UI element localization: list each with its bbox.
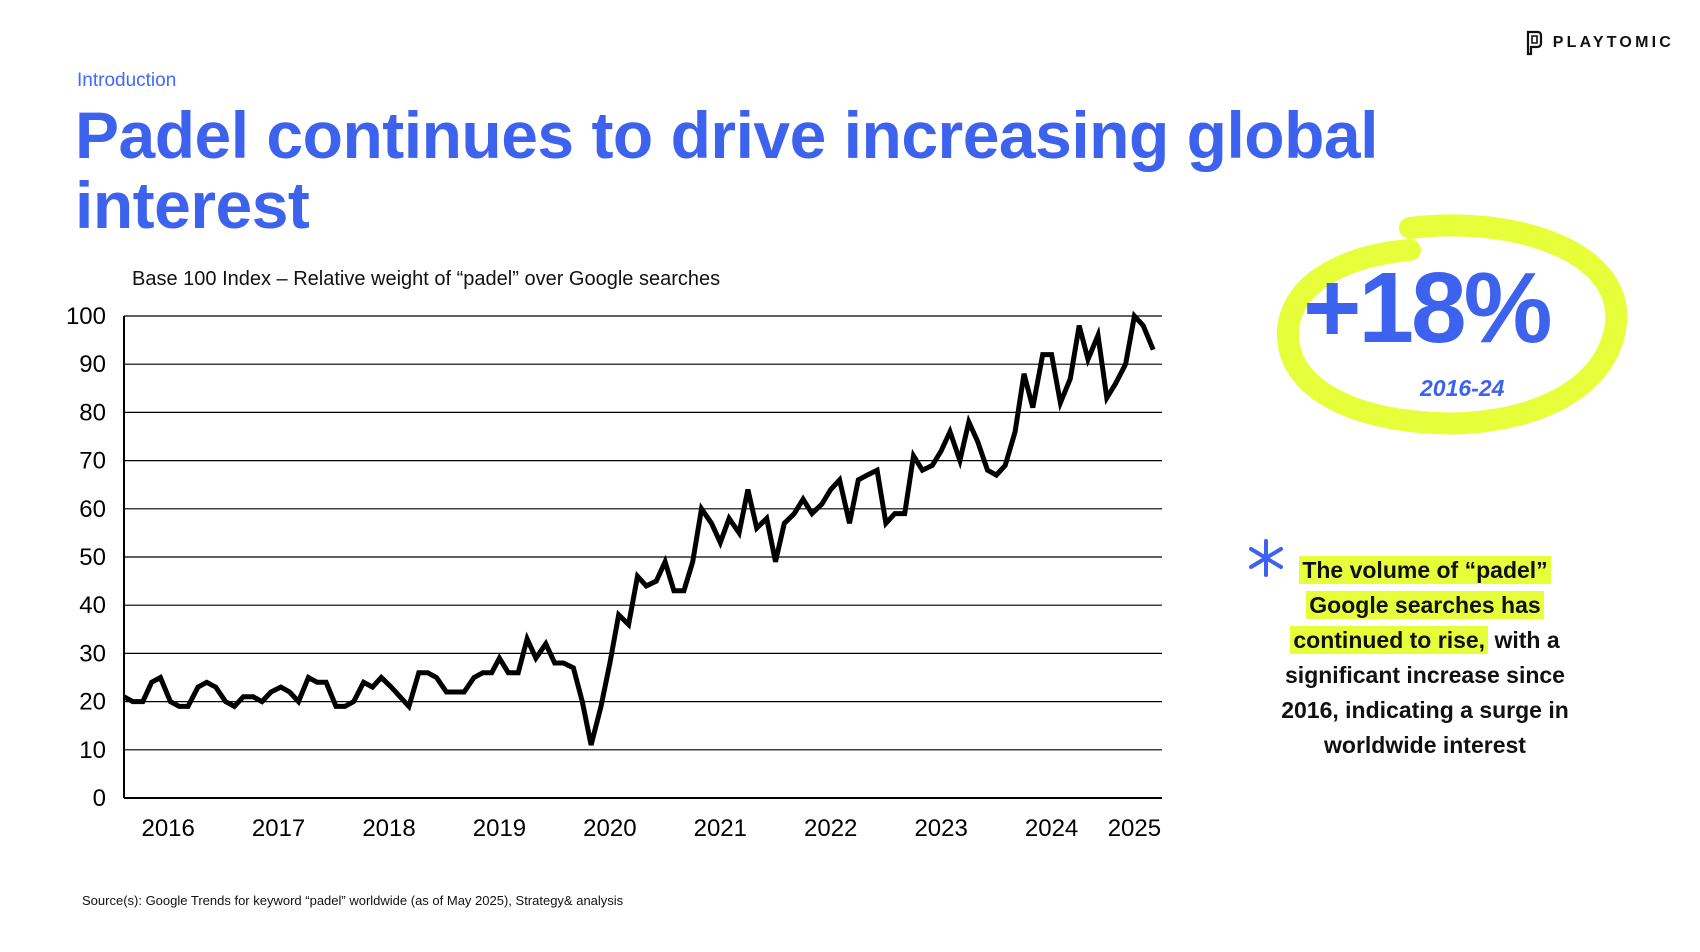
playtomic-logo-icon (1526, 30, 1542, 56)
x-tick-label: 2025 (1108, 815, 1161, 842)
section-label: Introduction (77, 70, 177, 91)
note-text-1: with a (1494, 627, 1560, 653)
y-tick-label: 60 (79, 496, 106, 523)
insight-note: The volume of “padel” Google searches ha… (1240, 553, 1610, 763)
brand-logo: PLAYTOMIC (1525, 30, 1674, 56)
y-tick-label: 80 (79, 399, 106, 426)
line-chart: 0 10 20 30 40 50 60 70 80 90 100 2016 2017 2018 2019 20… (66, 303, 1162, 842)
y-tick-label: 30 (79, 640, 106, 667)
y-tick-label: 0 (93, 785, 106, 812)
series-line (122, 310, 1156, 746)
stat-value: +18% (1303, 252, 1553, 364)
chart-title: Base 100 Index – Relative weight of “pad… (132, 268, 721, 290)
x-tick-label: 2021 (694, 815, 747, 842)
highlight-circle (1276, 214, 1628, 435)
page-title: Padel continues to drive increasing glob… (75, 98, 1378, 242)
growth-stat: +18% 2016-24 (1270, 210, 1630, 450)
x-tick-label: 2023 (914, 815, 967, 842)
x-tick-label: 2016 (141, 815, 194, 842)
x-tick-label: 2019 (473, 815, 526, 842)
note-highlight-2: Google searches has (1306, 591, 1544, 619)
y-tick-label: 20 (79, 689, 106, 716)
x-tick-label: 2024 (1025, 815, 1078, 842)
y-tick-label: 50 (79, 544, 106, 571)
x-tick-label: 2018 (362, 815, 415, 842)
note-highlight-1: The volume of “padel” (1299, 556, 1551, 584)
y-tick-label: 90 (79, 351, 106, 378)
note-text-3: 2016, indicating a surge in (1281, 697, 1569, 723)
asterisk-icon (1249, 539, 1283, 577)
y-tick-label: 40 (79, 592, 106, 619)
source-footnote: Source(s): Google Trends for keyword “pa… (82, 893, 624, 908)
brand-name: PLAYTOMIC (1552, 34, 1674, 51)
note-text-2: significant increase since (1285, 662, 1565, 688)
x-tick-label: 2020 (583, 815, 636, 842)
note-highlight-3: continued to rise, (1290, 626, 1489, 654)
note-text-4: worldwide interest (1324, 732, 1526, 758)
x-tick-label: 2022 (804, 815, 857, 842)
y-tick-label: 100 (66, 303, 106, 330)
y-tick-label: 10 (79, 737, 106, 764)
x-tick-label: 2017 (252, 815, 305, 842)
stat-period: 2016-24 (1420, 375, 1505, 401)
y-tick-label: 70 (79, 448, 106, 475)
